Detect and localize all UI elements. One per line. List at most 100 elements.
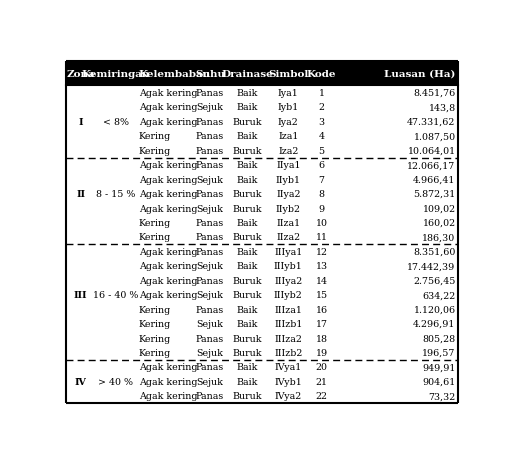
Text: 2.756,45: 2.756,45	[413, 276, 455, 285]
Text: Kering: Kering	[139, 218, 171, 228]
Text: 19: 19	[316, 348, 328, 357]
Text: 13: 13	[316, 262, 328, 271]
Text: Agak kering: Agak kering	[139, 118, 197, 126]
Text: Kering: Kering	[139, 147, 171, 156]
Text: Sejuk: Sejuk	[197, 204, 223, 213]
Text: Agak kering: Agak kering	[139, 161, 197, 170]
Text: Sejuk: Sejuk	[197, 291, 223, 299]
Text: Buruk: Buruk	[233, 334, 262, 343]
Text: 1.120,06: 1.120,06	[413, 305, 455, 314]
Text: IIza2: IIza2	[276, 233, 300, 242]
Text: IIIya2: IIIya2	[274, 276, 303, 285]
Text: Panas: Panas	[196, 305, 224, 314]
Text: IIyb2: IIyb2	[276, 204, 301, 213]
Text: 143,8: 143,8	[428, 103, 455, 112]
Text: IIIyb1: IIIyb1	[274, 262, 303, 271]
Text: Panas: Panas	[196, 118, 224, 126]
Text: Panas: Panas	[196, 132, 224, 141]
Text: Iza1: Iza1	[278, 132, 298, 141]
Text: Kering: Kering	[139, 233, 171, 242]
Text: 9: 9	[319, 204, 324, 213]
Text: 73,32: 73,32	[428, 391, 455, 400]
Text: Sejuk: Sejuk	[197, 319, 223, 329]
Text: 12.066,17: 12.066,17	[407, 161, 455, 170]
Text: Agak kering: Agak kering	[139, 89, 197, 98]
Text: IIIza2: IIIza2	[274, 334, 303, 343]
Text: IIIyb2: IIIyb2	[274, 291, 303, 299]
Text: IVya1: IVya1	[275, 363, 302, 372]
Text: 8: 8	[319, 190, 324, 199]
Text: Iza2: Iza2	[278, 147, 298, 156]
Text: Baik: Baik	[237, 161, 258, 170]
Text: I: I	[78, 118, 83, 126]
Text: 16: 16	[316, 305, 328, 314]
Text: 5: 5	[319, 147, 324, 156]
Text: Buruk: Buruk	[233, 391, 262, 400]
Text: Baik: Baik	[237, 175, 258, 184]
Text: Zona: Zona	[66, 70, 95, 79]
Text: 805,28: 805,28	[423, 334, 455, 343]
Text: 12: 12	[316, 248, 328, 256]
Text: IIIzb1: IIIzb1	[274, 319, 303, 329]
Text: Agak kering: Agak kering	[139, 363, 197, 372]
Text: IIza1: IIza1	[276, 218, 300, 228]
Text: Kering: Kering	[139, 305, 171, 314]
Text: IVya2: IVya2	[275, 391, 302, 400]
Text: 15: 15	[316, 291, 328, 299]
Text: 14: 14	[316, 276, 328, 285]
Text: 20: 20	[316, 363, 328, 372]
Text: Iya2: Iya2	[278, 118, 299, 126]
Text: 7: 7	[319, 175, 324, 184]
Text: 22: 22	[316, 391, 328, 400]
Text: Panas: Panas	[196, 276, 224, 285]
Text: Baik: Baik	[237, 319, 258, 329]
Text: 4.966,41: 4.966,41	[413, 175, 455, 184]
Text: Panas: Panas	[196, 147, 224, 156]
Text: 196,57: 196,57	[422, 348, 455, 357]
Text: Buruk: Buruk	[233, 147, 262, 156]
Text: Panas: Panas	[196, 89, 224, 98]
Text: 17.442,39: 17.442,39	[407, 262, 455, 271]
Text: Sejuk: Sejuk	[197, 377, 223, 386]
Text: 109,02: 109,02	[423, 204, 455, 213]
Text: Agak kering: Agak kering	[139, 103, 197, 112]
Text: Drainase: Drainase	[221, 70, 273, 79]
Text: 4: 4	[319, 132, 324, 141]
Text: IIyb1: IIyb1	[276, 175, 301, 184]
Text: Agak kering: Agak kering	[139, 377, 197, 386]
Text: Panas: Panas	[196, 233, 224, 242]
Text: Panas: Panas	[196, 161, 224, 170]
Text: 5.872,31: 5.872,31	[413, 190, 455, 199]
Text: II: II	[76, 190, 85, 199]
Text: Sejuk: Sejuk	[197, 103, 223, 112]
Text: 6: 6	[319, 161, 324, 170]
Text: 8 - 15 %: 8 - 15 %	[96, 190, 135, 199]
Text: 8.451,76: 8.451,76	[413, 89, 455, 98]
Text: Baik: Baik	[237, 132, 258, 141]
Text: Sejuk: Sejuk	[197, 262, 223, 271]
Text: Buruk: Buruk	[233, 291, 262, 299]
Text: 10: 10	[316, 218, 328, 228]
Text: 16 - 40 %: 16 - 40 %	[93, 291, 138, 299]
Text: 3: 3	[319, 118, 324, 126]
Text: Baik: Baik	[237, 363, 258, 372]
Text: Agak kering: Agak kering	[139, 204, 197, 213]
Text: 17: 17	[316, 319, 328, 329]
Text: Baik: Baik	[237, 262, 258, 271]
Text: > 40 %: > 40 %	[98, 377, 133, 386]
Text: 21: 21	[316, 377, 328, 386]
Text: Kering: Kering	[139, 334, 171, 343]
Text: IIIzb2: IIIzb2	[274, 348, 303, 357]
Text: Agak kering: Agak kering	[139, 391, 197, 400]
Text: Panas: Panas	[196, 190, 224, 199]
Text: Baik: Baik	[237, 103, 258, 112]
Text: 4.296,91: 4.296,91	[413, 319, 455, 329]
Text: Buruk: Buruk	[233, 276, 262, 285]
Text: Agak kering: Agak kering	[139, 175, 197, 184]
Text: Panas: Panas	[196, 334, 224, 343]
Text: Kering: Kering	[139, 132, 171, 141]
Text: Buruk: Buruk	[233, 118, 262, 126]
Text: Buruk: Buruk	[233, 233, 262, 242]
Text: 8.351,60: 8.351,60	[413, 248, 455, 256]
Text: 1: 1	[319, 89, 324, 98]
